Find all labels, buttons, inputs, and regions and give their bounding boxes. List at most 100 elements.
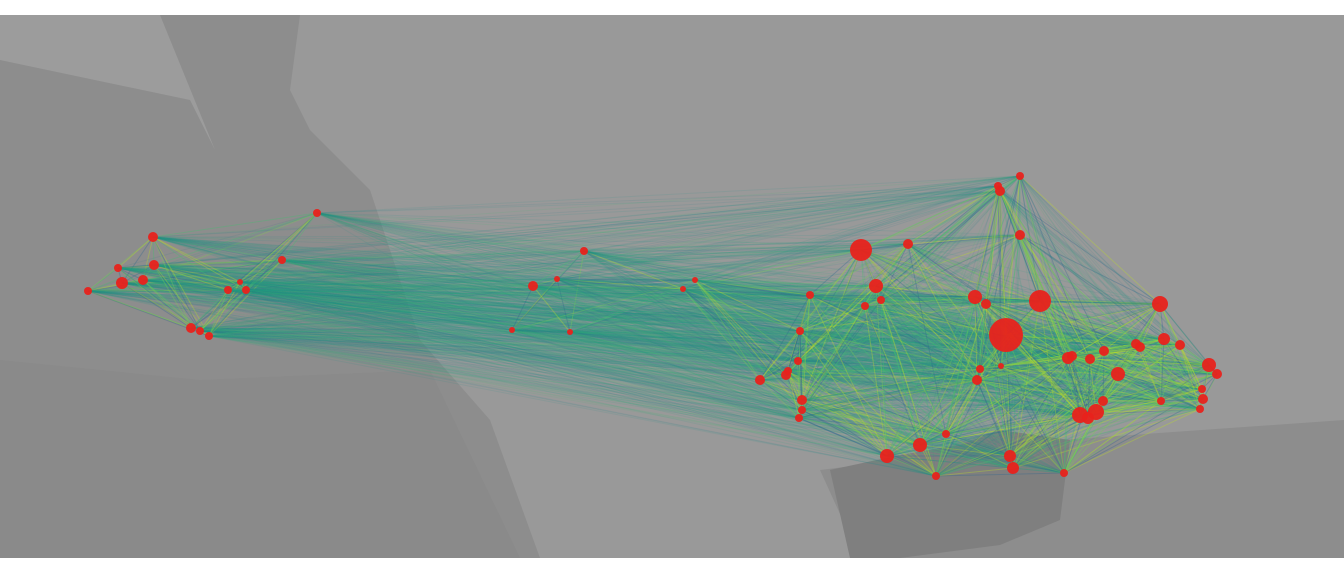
edge <box>556 278 1041 302</box>
node <box>1198 385 1206 393</box>
edge <box>227 289 1041 302</box>
edge <box>316 212 1162 402</box>
edge <box>281 259 787 376</box>
edge <box>152 236 1089 419</box>
node <box>1198 394 1208 404</box>
edge <box>239 281 1097 413</box>
edge <box>208 190 1001 337</box>
edge <box>532 285 1007 336</box>
edge <box>153 264 1097 413</box>
edge <box>316 212 866 307</box>
edge <box>316 212 1097 413</box>
edge <box>798 243 909 419</box>
edge <box>227 289 1203 390</box>
edge <box>759 368 981 381</box>
edge <box>153 264 1201 410</box>
edge <box>511 329 761 381</box>
edge <box>199 330 1203 390</box>
edge <box>227 289 1210 366</box>
edge <box>785 357 1069 376</box>
edge <box>117 267 201 332</box>
edge <box>682 288 789 372</box>
edge <box>153 264 1011 457</box>
edge <box>797 294 811 362</box>
edge <box>87 290 921 446</box>
edge <box>797 334 1007 362</box>
edge <box>694 279 947 435</box>
edge <box>682 288 1091 360</box>
edge <box>785 374 1065 474</box>
edge <box>798 417 947 435</box>
edge <box>87 290 761 381</box>
edge <box>227 289 1091 360</box>
edge <box>199 330 1073 357</box>
edge <box>227 212 318 291</box>
edge <box>785 294 811 376</box>
edge <box>152 236 888 457</box>
edge <box>199 330 787 376</box>
edge <box>694 279 981 370</box>
edge <box>682 288 937 477</box>
edge <box>532 285 1218 375</box>
edge <box>281 259 1203 390</box>
edge <box>281 259 1014 469</box>
edge <box>682 288 1081 416</box>
edge <box>142 279 882 301</box>
edge <box>787 370 800 419</box>
edge <box>532 285 1097 413</box>
edge <box>142 234 1021 281</box>
edge <box>682 175 1021 290</box>
node <box>1016 172 1024 180</box>
node <box>1098 396 1108 406</box>
edge <box>190 285 534 329</box>
edge <box>281 259 1119 375</box>
edge <box>153 264 921 446</box>
edge <box>556 278 1162 402</box>
edge <box>121 282 976 298</box>
edge <box>227 289 1204 400</box>
edge <box>121 282 801 332</box>
edge <box>87 290 803 411</box>
edge <box>199 175 1021 332</box>
edge <box>583 250 684 290</box>
edge <box>316 212 1002 367</box>
edge <box>199 330 761 381</box>
edge <box>152 236 1091 360</box>
edge <box>152 236 978 381</box>
edge <box>759 344 1181 381</box>
edge <box>245 289 1002 367</box>
edge <box>281 190 1001 261</box>
edge <box>583 250 1218 375</box>
edge <box>142 212 318 281</box>
edge <box>199 330 888 457</box>
edge <box>117 267 882 301</box>
edge <box>245 289 1137 345</box>
edge <box>190 296 976 329</box>
edge <box>199 294 811 332</box>
edge <box>281 259 981 370</box>
edge <box>152 236 534 287</box>
edge <box>142 279 1137 345</box>
edge <box>152 236 1141 348</box>
edge <box>316 212 803 411</box>
edge <box>87 290 1218 375</box>
edge <box>190 250 585 329</box>
edge <box>239 281 937 477</box>
edge <box>511 329 1119 375</box>
edge <box>152 236 558 280</box>
edge <box>245 279 696 291</box>
edge <box>682 288 981 370</box>
edge <box>281 259 1097 413</box>
edge <box>142 279 201 332</box>
edge <box>316 212 1165 340</box>
edge <box>153 264 558 280</box>
edge <box>569 249 862 333</box>
edge <box>682 190 1001 290</box>
edge <box>583 250 1137 345</box>
edge <box>556 278 696 281</box>
edge <box>208 335 1091 360</box>
edge <box>511 329 787 376</box>
edge <box>532 285 1204 400</box>
edge <box>239 281 1137 345</box>
edge <box>797 360 1201 410</box>
